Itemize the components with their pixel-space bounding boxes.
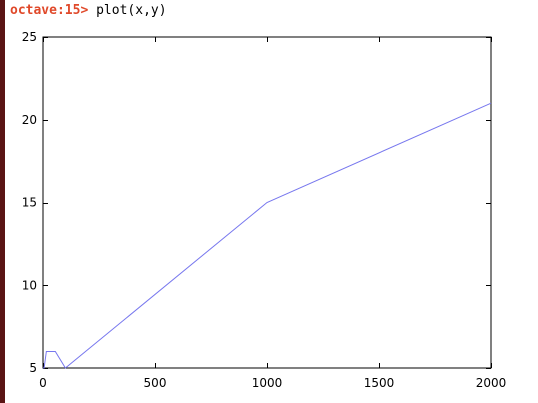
x-tick-label: 2000 [476, 376, 507, 390]
x-tick-label: 1500 [364, 376, 395, 390]
series-line [43, 103, 491, 368]
y-tick-label: 10 [22, 278, 37, 292]
x-tick-label: 1000 [252, 376, 283, 390]
y-tick-label: 5 [29, 361, 37, 375]
x-tick-label: 0 [39, 376, 47, 390]
y-tick-label: 25 [22, 30, 37, 44]
y-tick-label: 15 [22, 196, 37, 210]
y-tick-label: 20 [22, 113, 37, 127]
x-tick-label: 500 [144, 376, 167, 390]
plot-series-group [43, 103, 491, 368]
plot-tick-labels-group: 0 500 1000 1500 2000 5 10 15 20 25 [22, 30, 507, 390]
